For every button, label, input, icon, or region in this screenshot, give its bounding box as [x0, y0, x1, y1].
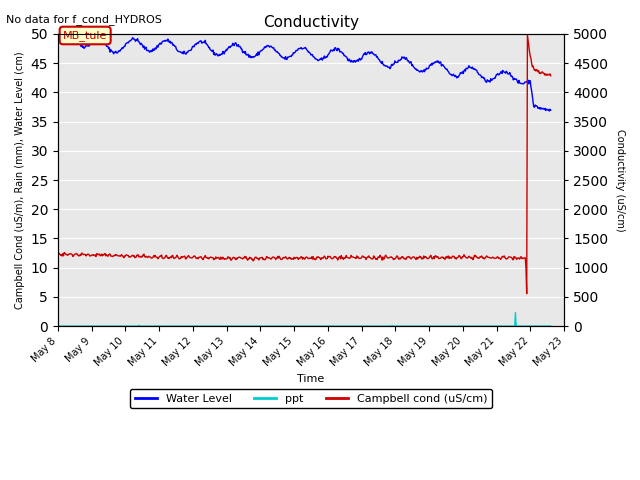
Text: MB_tule: MB_tule: [63, 30, 108, 41]
Legend: Water Level, ppt, Campbell cond (uS/cm): Water Level, ppt, Campbell cond (uS/cm): [131, 389, 492, 408]
Title: Conductivity: Conductivity: [263, 15, 359, 30]
Y-axis label: Campbell Cond (uS/m), Rain (mm), Water Level (cm): Campbell Cond (uS/m), Rain (mm), Water L…: [15, 51, 25, 309]
Y-axis label: Conductivity (uS/cm): Conductivity (uS/cm): [615, 129, 625, 231]
Text: No data for f_cond_HYDROS: No data for f_cond_HYDROS: [6, 14, 163, 25]
X-axis label: Time: Time: [298, 374, 324, 384]
